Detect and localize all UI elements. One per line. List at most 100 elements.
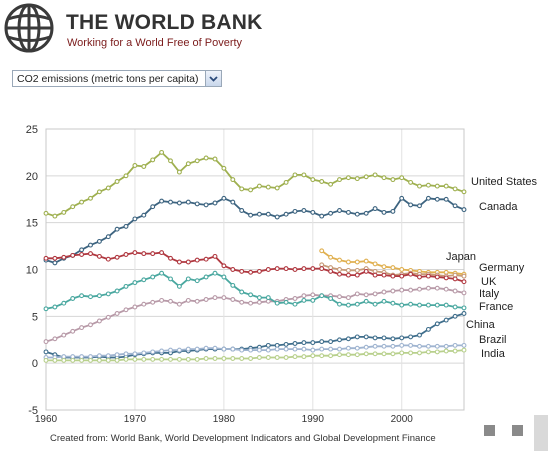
data-point bbox=[372, 206, 378, 212]
data-point bbox=[159, 297, 165, 303]
indicator-select[interactable]: CO2 emissions (metric tons per capita) bbox=[12, 70, 222, 87]
data-point bbox=[408, 301, 414, 307]
data-point bbox=[230, 199, 236, 205]
series-label: Italy bbox=[479, 288, 500, 300]
data-point bbox=[150, 349, 156, 355]
data-point bbox=[417, 274, 422, 280]
data-point bbox=[230, 177, 236, 183]
data-point bbox=[399, 195, 405, 201]
data-point bbox=[176, 301, 182, 307]
data-point bbox=[408, 271, 414, 277]
data-point bbox=[88, 242, 93, 248]
data-point bbox=[132, 280, 138, 286]
data-point bbox=[43, 357, 49, 363]
data-point bbox=[265, 355, 271, 360]
data-point bbox=[96, 189, 102, 195]
plot-border bbox=[45, 128, 465, 411]
data-point bbox=[88, 322, 93, 328]
data-point bbox=[176, 347, 182, 353]
data-point bbox=[176, 200, 182, 206]
y-tick-label: 5 bbox=[32, 311, 38, 323]
data-point bbox=[301, 340, 307, 346]
data-point bbox=[79, 354, 85, 360]
data-point bbox=[372, 172, 378, 178]
data-point bbox=[345, 302, 351, 308]
data-point bbox=[176, 283, 182, 289]
data-point bbox=[425, 182, 431, 188]
data-point bbox=[159, 198, 165, 204]
data-point bbox=[70, 328, 76, 334]
data-point bbox=[61, 332, 67, 338]
data-point bbox=[70, 357, 76, 363]
data-point bbox=[203, 256, 209, 262]
data-point bbox=[461, 311, 467, 316]
data-point bbox=[212, 345, 218, 351]
data-point bbox=[443, 302, 449, 308]
series-label: Canada bbox=[479, 201, 518, 213]
data-point bbox=[328, 353, 334, 359]
data-point bbox=[345, 295, 351, 301]
data-point bbox=[52, 213, 58, 219]
data-point bbox=[248, 292, 254, 298]
data-point bbox=[461, 347, 467, 353]
data-point bbox=[363, 210, 369, 216]
data-point bbox=[96, 318, 102, 324]
brand-tagline: Working for a World Free of Poverty bbox=[67, 37, 243, 49]
data-point bbox=[283, 266, 289, 272]
data-point bbox=[363, 334, 369, 340]
data-point bbox=[96, 357, 102, 363]
data-point bbox=[354, 211, 360, 217]
data-point bbox=[43, 306, 49, 312]
series-label: China bbox=[466, 319, 496, 331]
data-point bbox=[123, 351, 129, 357]
data-point bbox=[88, 354, 93, 360]
data-point bbox=[452, 186, 458, 192]
data-point bbox=[337, 294, 342, 300]
y-tick-label: 15 bbox=[26, 218, 38, 230]
data-point bbox=[434, 321, 440, 327]
data-point bbox=[70, 252, 76, 258]
data-point bbox=[203, 202, 209, 208]
data-point bbox=[212, 295, 218, 301]
data-point bbox=[150, 157, 156, 163]
data-point bbox=[194, 201, 200, 207]
data-point bbox=[256, 211, 262, 217]
series-label: Germany bbox=[479, 262, 525, 274]
data-point bbox=[452, 304, 458, 310]
data-point bbox=[328, 181, 334, 187]
data-point bbox=[443, 196, 449, 202]
data-point bbox=[150, 274, 156, 280]
data-point bbox=[194, 298, 200, 304]
data-point bbox=[363, 344, 369, 350]
data-point bbox=[337, 352, 342, 358]
data-point bbox=[417, 286, 422, 292]
data-point bbox=[452, 342, 458, 348]
data-point bbox=[417, 183, 422, 189]
data-point bbox=[461, 305, 467, 311]
series-label: India bbox=[481, 348, 506, 360]
data-point bbox=[425, 326, 431, 332]
data-point bbox=[79, 357, 85, 363]
data-point bbox=[345, 267, 351, 273]
data-point bbox=[159, 149, 165, 155]
data-point bbox=[256, 347, 262, 353]
data-point bbox=[408, 202, 414, 208]
data-point bbox=[52, 336, 58, 342]
data-point bbox=[390, 265, 396, 271]
data-point bbox=[239, 208, 245, 213]
data-point bbox=[239, 268, 245, 274]
data-point bbox=[354, 176, 360, 182]
x-tick-label: 2000 bbox=[391, 414, 414, 425]
series-label: United States bbox=[471, 176, 538, 188]
data-point bbox=[168, 199, 173, 205]
data-point bbox=[399, 267, 405, 272]
data-point bbox=[70, 296, 76, 301]
data-point bbox=[230, 267, 236, 272]
data-point bbox=[274, 266, 280, 272]
data-point bbox=[381, 272, 387, 278]
dropdown-button[interactable] bbox=[205, 71, 221, 86]
data-point bbox=[194, 356, 200, 362]
data-point bbox=[381, 175, 387, 181]
data-point bbox=[256, 299, 262, 305]
